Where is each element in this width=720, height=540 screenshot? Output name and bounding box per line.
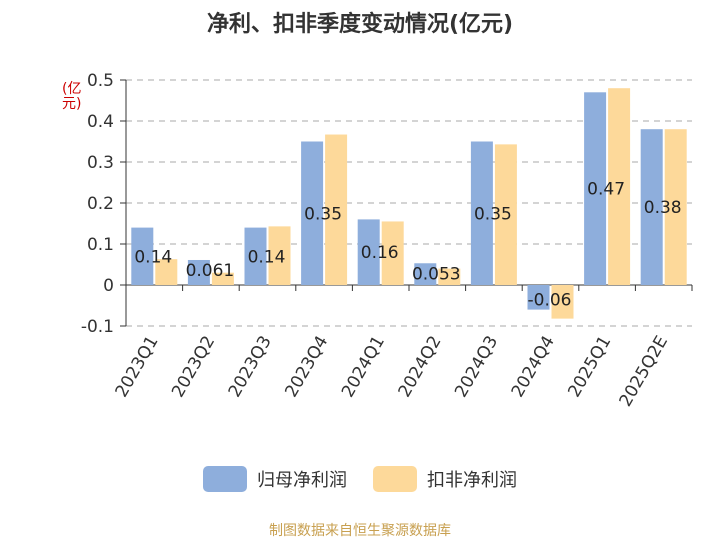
x-tick-label: 2023Q1 <box>112 333 163 401</box>
legend-item-series-0[interactable]: 归母净利润 <box>203 466 347 492</box>
bar-series-0 <box>584 92 607 285</box>
x-tick-label: 2023Q2 <box>168 333 219 401</box>
y-tick-label: 0.2 <box>87 194 114 214</box>
x-tick-label: 2024Q1 <box>338 333 389 401</box>
bar-series-1 <box>155 259 178 285</box>
data-label: 0.14 <box>248 247 286 267</box>
y-tick-label: 0.5 <box>87 71 114 91</box>
bar-series-1 <box>551 285 574 319</box>
bar-chart: -0.1 0 0.1 0.2 0.3 0.4 0.5 0.14 2023Q1 0.061 2023Q… <box>81 71 693 411</box>
y-axis-label: (亿元) <box>62 81 82 112</box>
bar-series-0 <box>527 285 550 310</box>
x-tick-label: 2024Q4 <box>508 333 559 401</box>
x-tick-label: 2023Q4 <box>281 333 332 401</box>
bar-series-1 <box>211 272 234 285</box>
bar-series-1 <box>494 144 517 285</box>
bar-series-0 <box>131 227 154 285</box>
legend-swatch-series-0 <box>203 466 247 492</box>
legend-item-series-1[interactable]: 扣非净利润 <box>373 466 517 492</box>
x-tick-label: 2025Q2E <box>616 333 672 411</box>
legend: 归母净利润 扣非净利润 <box>0 466 720 492</box>
data-label: 0.38 <box>644 198 682 218</box>
bar-series-1 <box>438 268 461 285</box>
x-tick-label: 2024Q2 <box>395 333 446 401</box>
data-label: 0.47 <box>587 180 625 200</box>
data-label: 0.35 <box>304 204 342 224</box>
data-label: 0.061 <box>186 261 235 281</box>
bar-series-1 <box>325 134 348 285</box>
x-tick-label: 2023Q3 <box>225 333 276 401</box>
y-tick-label: 0.3 <box>87 153 114 173</box>
bar-series-0 <box>357 219 380 285</box>
bar-series-1 <box>268 226 291 285</box>
legend-label-series-0: 归母净利润 <box>257 470 347 491</box>
bar-series-1 <box>608 88 631 285</box>
bar-series-1 <box>381 221 404 285</box>
y-tick-label: -0.1 <box>81 317 114 337</box>
data-label: 0.14 <box>134 247 172 267</box>
x-tick-label: 2024Q3 <box>451 333 502 401</box>
bar-series-0 <box>187 259 210 285</box>
y-tick-label: 0.4 <box>87 112 114 132</box>
legend-swatch-series-1 <box>373 466 417 492</box>
bar-series-0 <box>244 227 267 285</box>
y-tick-label: 0 <box>103 276 114 296</box>
data-label: 0.35 <box>474 204 512 224</box>
data-label: -0.06 <box>528 291 572 311</box>
x-tick-label: 2025Q1 <box>564 333 615 401</box>
bar-series-0 <box>414 263 437 285</box>
bar-series-1 <box>664 129 687 285</box>
bar-series-0 <box>640 129 663 285</box>
bar-series-0 <box>301 141 324 285</box>
bar-series-0 <box>470 141 493 285</box>
chart-title: 净利、扣非季度变动情况(亿元) <box>206 12 514 37</box>
data-source-note: 制图数据来自恒生聚源数据库 <box>269 523 451 539</box>
data-label: 0.16 <box>361 243 399 263</box>
y-tick-label: 0.1 <box>87 235 114 255</box>
legend-label-series-1: 扣非净利润 <box>427 470 517 491</box>
data-label: 0.053 <box>412 264 461 284</box>
